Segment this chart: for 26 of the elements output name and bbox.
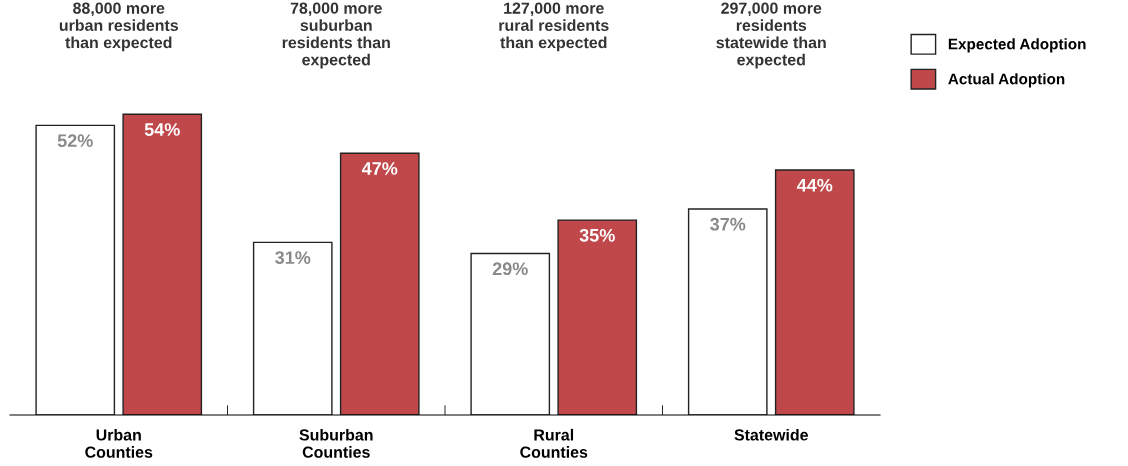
bar: [557, 219, 638, 415]
bar: [687, 208, 768, 415]
data-label: 54%: [144, 123, 180, 136]
bar: [339, 152, 420, 415]
data-label: 47%: [361, 162, 398, 175]
x-tick-label: Urban Counties: [85, 428, 153, 458]
data-label: 52%: [57, 134, 93, 148]
x-tick-label: Rural Counties: [520, 428, 588, 458]
data-label: 29%: [492, 262, 528, 276]
data-label: 37%: [710, 217, 746, 231]
text: 297,000 more residents statewide than expected: [716, 2, 826, 69]
text: 127,000 more rural residents than expected: [499, 2, 609, 52]
data-label: 44%: [796, 178, 833, 192]
bar: [252, 241, 333, 415]
bar: [470, 252, 551, 415]
data-label: 31%: [275, 251, 311, 264]
bar: [35, 124, 116, 415]
legend-label: Actual Adoption: [948, 73, 1065, 88]
text: 78,000 more suburban residents than expected: [282, 2, 390, 69]
bar: [774, 169, 855, 415]
data-label: 35%: [579, 228, 615, 242]
x-tick-label: Suburban Counties: [299, 428, 373, 458]
text: 88,000 more urban residents than expected: [59, 2, 179, 52]
legend-label: Expected Adoption: [948, 38, 1086, 53]
x-tick-label: Statewide: [734, 428, 808, 441]
bar: [122, 113, 203, 415]
